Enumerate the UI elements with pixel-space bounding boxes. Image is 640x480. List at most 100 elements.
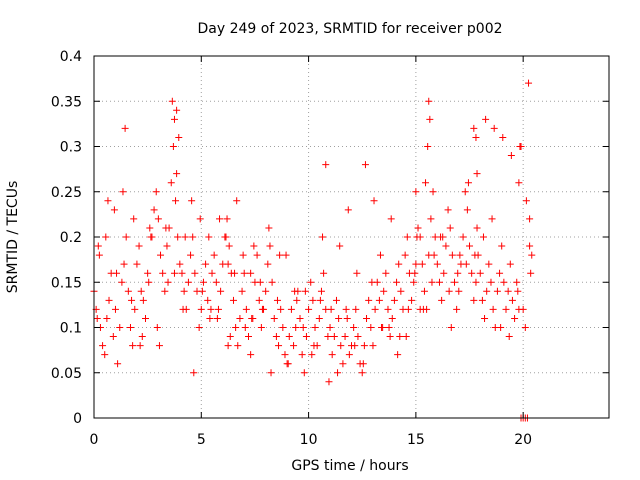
data-point <box>250 242 258 250</box>
data-point <box>478 296 486 304</box>
data-point <box>488 215 496 223</box>
data-point <box>339 360 347 368</box>
data-point <box>173 170 181 178</box>
data-point <box>354 333 362 341</box>
data-point <box>226 333 234 341</box>
data-point <box>345 351 353 359</box>
data-point <box>181 233 189 241</box>
data-point <box>525 79 533 87</box>
data-point <box>120 260 128 268</box>
y-tick-label: 0.15 <box>51 275 82 291</box>
data-point <box>199 278 207 286</box>
data-point <box>206 314 214 322</box>
data-point <box>511 314 519 322</box>
data-point <box>440 269 448 277</box>
data-point <box>435 278 443 286</box>
data-point <box>94 242 102 250</box>
data-point <box>159 269 167 277</box>
data-point <box>210 251 218 259</box>
data-point <box>359 360 367 368</box>
data-point <box>296 314 304 322</box>
data-point <box>308 351 316 359</box>
data-point <box>342 305 350 313</box>
data-point <box>275 342 283 350</box>
data-point <box>493 287 501 295</box>
data-point <box>353 269 361 277</box>
data-point <box>489 305 497 313</box>
data-point <box>461 188 469 196</box>
data-point <box>456 251 464 259</box>
data-point <box>485 260 493 268</box>
data-point <box>202 260 210 268</box>
data-point <box>173 106 181 114</box>
data-point <box>118 278 126 286</box>
data-point <box>233 197 241 205</box>
data-point <box>138 333 146 341</box>
data-point <box>225 242 233 250</box>
data-point <box>360 342 368 350</box>
data-point <box>470 296 478 304</box>
data-point <box>505 333 513 341</box>
data-point <box>445 287 453 295</box>
data-point <box>111 305 119 313</box>
data-point <box>414 224 422 232</box>
data-point <box>444 206 452 214</box>
data-point <box>298 351 306 359</box>
data-point <box>311 324 319 331</box>
data-point <box>272 333 280 341</box>
data-point <box>258 305 266 313</box>
data-point <box>522 197 530 205</box>
data-point <box>332 296 340 304</box>
data-point <box>109 333 117 341</box>
data-point <box>352 305 360 313</box>
data-point <box>455 287 463 295</box>
y-tick-label: 0.4 <box>60 49 82 65</box>
data-point <box>240 269 248 277</box>
data-point <box>301 287 309 295</box>
y-axis: 0 0.05 0.1 0.15 0.2 0.25 0.3 0.35 0.4 <box>51 49 609 427</box>
data-point <box>110 206 118 214</box>
data-point <box>375 296 383 304</box>
data-point <box>413 233 421 241</box>
data-point <box>208 269 216 277</box>
data-point <box>136 342 144 350</box>
data-point <box>309 296 317 304</box>
data-point <box>500 278 508 286</box>
data-point <box>487 278 495 286</box>
data-point <box>187 251 195 259</box>
data-point <box>341 333 349 341</box>
data-point <box>380 287 388 295</box>
chart-title: Day 249 of 2023, SRMTID for receiver p00… <box>197 21 502 37</box>
data-point <box>197 305 205 313</box>
data-point <box>504 287 512 295</box>
data-point <box>262 287 270 295</box>
data-point <box>150 206 158 214</box>
data-point <box>472 278 480 286</box>
data-point <box>300 369 308 377</box>
data-point <box>175 133 183 141</box>
data-point <box>247 269 255 277</box>
data-point <box>265 224 273 232</box>
data-point <box>384 305 392 313</box>
data-point <box>317 287 325 295</box>
data-point <box>223 215 231 223</box>
data-point <box>153 324 161 331</box>
data-point <box>267 369 275 377</box>
data-point <box>196 215 204 223</box>
data-point <box>126 324 134 331</box>
data-point <box>161 287 169 295</box>
data-point <box>420 287 428 295</box>
data-point <box>155 342 163 350</box>
data-point <box>387 215 395 223</box>
data-point <box>328 351 336 359</box>
data-point <box>103 314 111 322</box>
data-point <box>376 251 384 259</box>
data-point <box>180 287 188 295</box>
data-point <box>236 314 244 322</box>
data-point <box>302 333 310 341</box>
data-point <box>147 233 155 241</box>
data-point <box>216 215 224 223</box>
data-point <box>290 342 298 350</box>
data-point <box>427 215 435 223</box>
